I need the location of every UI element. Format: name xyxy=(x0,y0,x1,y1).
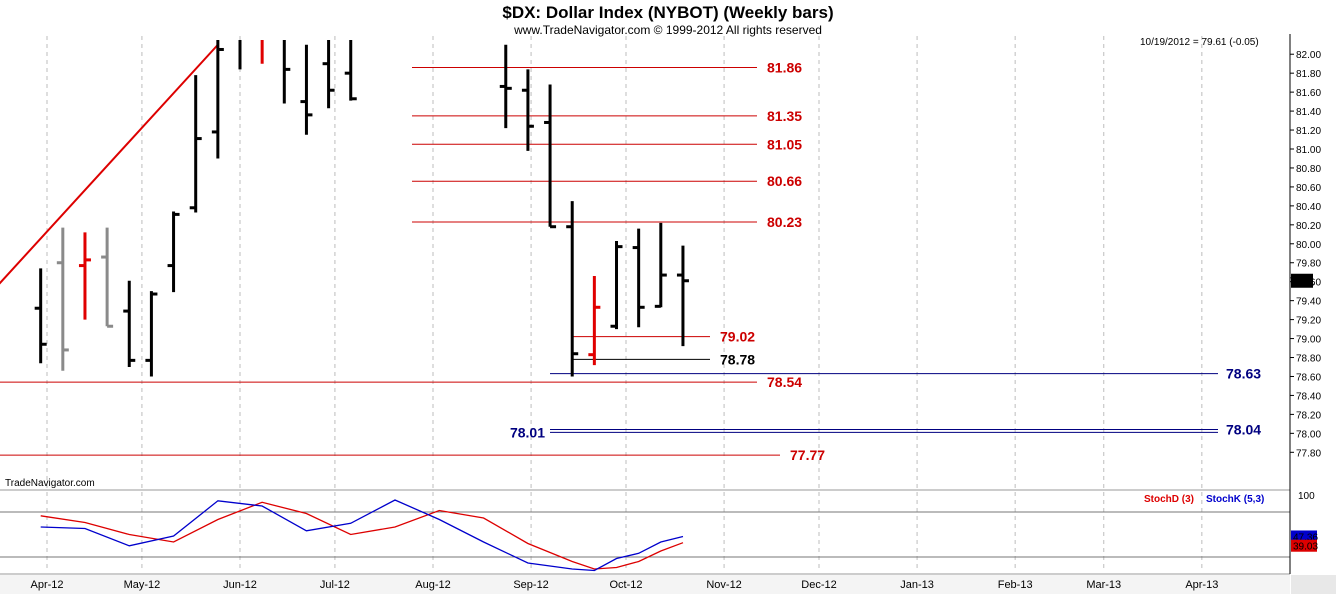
y-tick-label: 80.20 xyxy=(1296,221,1321,232)
level-label-81-35: 81.35 xyxy=(767,108,802,124)
chart-title: $DX: Dollar Index (NYBOT) (Weekly bars) xyxy=(502,3,833,22)
y-tick-label: 79.40 xyxy=(1296,297,1321,308)
ohlc-bar xyxy=(588,276,601,366)
y-tick-label: 78.80 xyxy=(1296,354,1321,365)
y-tick-label: 81.00 xyxy=(1296,145,1321,156)
y-tick-label: 79.20 xyxy=(1296,316,1321,327)
stoch-k-value-label: 47.36 xyxy=(1293,532,1318,543)
y-tick-label: 79.80 xyxy=(1296,259,1321,270)
level-label-81-05: 81.05 xyxy=(767,136,802,152)
ohlc-bar xyxy=(300,44,313,135)
x-tick-label: Nov-12 xyxy=(706,579,741,591)
y-tick-label: 78.20 xyxy=(1296,410,1321,421)
y-tick-label: 80.80 xyxy=(1296,164,1321,175)
y-tick-label: 80.60 xyxy=(1296,183,1321,194)
ohlc-bar xyxy=(676,245,689,347)
stoch-k-value-tag xyxy=(1291,530,1317,543)
x-tick-label: Apr-13 xyxy=(1185,579,1218,591)
level-label-78-78: 78.78 xyxy=(720,351,755,367)
x-tick-label: Mar-13 xyxy=(1086,579,1121,591)
y-tick-label: 81.80 xyxy=(1296,69,1321,80)
stoch-series-line xyxy=(40,499,684,572)
ohlc-bar xyxy=(34,268,47,364)
level-label-81-86: 81.86 xyxy=(767,59,802,75)
x-tick-label: Jul-12 xyxy=(320,579,350,591)
x-tick-label: Jun-12 xyxy=(223,579,257,591)
ohlc-bar xyxy=(632,228,645,328)
y-tick-label: 80.40 xyxy=(1296,202,1321,213)
stoch-d-value-label: 39.03 xyxy=(1293,542,1318,553)
y-tick-label: 80.00 xyxy=(1296,240,1321,251)
ohlc-bar xyxy=(189,75,202,213)
y-tick-label: 81.40 xyxy=(1296,107,1321,118)
ohlc-bar xyxy=(521,69,534,151)
level-label-80-66: 80.66 xyxy=(767,173,802,189)
ohlc-bar xyxy=(101,227,114,328)
ohlc-bar xyxy=(544,84,557,229)
ohlc-bar xyxy=(566,201,579,377)
ohlc-bar xyxy=(123,280,136,367)
y-tick-label: 81.60 xyxy=(1296,88,1321,99)
level-label-78-04: 78.04 xyxy=(1226,422,1261,438)
y-tick-label: 77.80 xyxy=(1296,448,1321,459)
copyright-text: www.TradeNavigator.com © 1999-2012 All r… xyxy=(513,23,822,37)
ohlc-bar xyxy=(78,232,91,320)
ohlc-bar xyxy=(499,44,512,129)
ohlc-bar xyxy=(56,227,69,371)
level-label-78-01: 78.01 xyxy=(510,424,545,440)
x-tick-label: Oct-12 xyxy=(609,579,642,591)
y-tick-label: 78.00 xyxy=(1296,429,1321,440)
y-tick-label: 78.40 xyxy=(1296,391,1321,402)
ohlc-bar xyxy=(260,40,264,64)
level-label-78-63: 78.63 xyxy=(1226,366,1261,382)
x-tick-label: Sep-12 xyxy=(513,579,548,591)
level-label-78-54: 78.54 xyxy=(767,374,802,390)
x-tick-label: Jan-13 xyxy=(900,579,934,591)
level-label-80-23: 80.23 xyxy=(767,214,802,230)
y-tick-label: 82.00 xyxy=(1296,50,1321,61)
trend-line xyxy=(0,44,219,285)
ohlc-bar xyxy=(322,40,335,109)
x-tick-label: Apr-12 xyxy=(30,579,63,591)
x-tick-label: Aug-12 xyxy=(415,579,450,591)
stoch-legend-d: StochD (3) xyxy=(1144,494,1194,505)
x-tick-label: May-12 xyxy=(124,579,161,591)
stoch-d-value-tag xyxy=(1291,539,1317,552)
ohlc-bar xyxy=(282,40,291,104)
watermark-text: TradeNavigator.com xyxy=(5,478,95,489)
y-tick-label: 81.20 xyxy=(1296,126,1321,137)
y-tick-label: 79.00 xyxy=(1296,335,1321,346)
level-label-77-77: 77.77 xyxy=(790,447,825,463)
ohlc-bar xyxy=(167,211,180,293)
last-price-tag xyxy=(1291,273,1313,288)
stoch-legend-k: StochK (5,3) xyxy=(1206,494,1264,505)
ohlc-bar xyxy=(654,222,667,308)
x-tick-label: Feb-13 xyxy=(998,579,1033,591)
stoch-series-line xyxy=(40,501,684,570)
stoch-y-tick-label: 100 xyxy=(1298,491,1315,502)
last-price-tag-label: 79.61 xyxy=(1289,277,1314,288)
y-tick-label: 78.60 xyxy=(1296,372,1321,383)
ohlc-bar xyxy=(610,240,623,330)
last-quote-text: 10/19/2012 = 79.61 (-0.05) xyxy=(1140,37,1259,48)
level-label-79-02: 79.02 xyxy=(720,329,755,345)
x-axis-strip xyxy=(0,575,1290,594)
axis-corner xyxy=(1291,575,1336,594)
ohlc-bar xyxy=(145,291,158,377)
ohlc-bar xyxy=(344,40,357,101)
x-tick-label: Dec-12 xyxy=(801,579,836,591)
ohlc-bar xyxy=(211,40,224,159)
ohlc-bar xyxy=(238,40,242,70)
